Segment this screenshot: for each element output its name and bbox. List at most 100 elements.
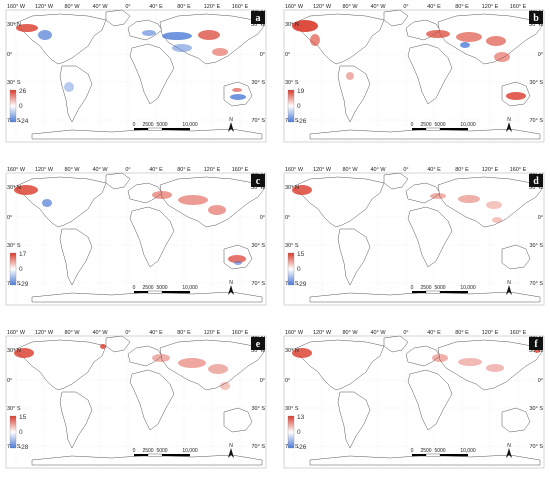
change-patch xyxy=(426,30,450,38)
lon-label: 80° W xyxy=(342,330,358,336)
scale-bar: 0 2500 5000 10,000 xyxy=(411,448,476,457)
lon-label: 160° W xyxy=(7,4,26,10)
scale-label: 10,000 xyxy=(460,285,476,291)
change-patch xyxy=(232,88,242,92)
change-patch xyxy=(198,30,220,40)
lon-label: 160° W xyxy=(285,167,304,173)
lon-label: 160° E xyxy=(510,4,527,10)
lat-label-right: 30° S xyxy=(251,80,265,86)
legend-min: -28 xyxy=(19,444,29,451)
scale-label: 5000 xyxy=(156,448,167,454)
continent-south-america xyxy=(337,228,371,286)
lon-label: 80° W xyxy=(64,4,80,10)
lat-label-left: 30° N xyxy=(7,22,21,28)
continents xyxy=(291,335,543,466)
continents xyxy=(291,172,543,303)
lon-label: 40° E xyxy=(149,167,163,173)
scale-bar: 0 2500 5000 10,000 xyxy=(411,285,476,294)
lon-label: 80° W xyxy=(64,330,80,336)
change-patch xyxy=(494,52,510,62)
north-arrow-icon xyxy=(506,448,512,458)
change-patch xyxy=(172,44,192,52)
continent-asia xyxy=(437,176,543,228)
legend-gradient xyxy=(287,415,295,449)
lon-label: 80° E xyxy=(177,167,191,173)
lon-label: 80° W xyxy=(64,167,80,173)
lat-label-left: 0° xyxy=(7,52,12,58)
scale-bar: 0 2500 5000 10,000 xyxy=(133,285,198,294)
north-arrow: N xyxy=(506,117,512,132)
lon-label: 80° E xyxy=(177,330,191,336)
legend-max: 17 xyxy=(19,251,27,258)
continent-asia xyxy=(159,176,265,228)
north-label: N xyxy=(507,117,511,123)
map-frame xyxy=(283,172,545,306)
map-panel-a: 160° W 120° W 80° W 40° W 0° 40° E 80° E 120° E… xyxy=(2,2,270,152)
lon-label: 40° E xyxy=(427,330,441,336)
legend-min: -26 xyxy=(297,118,307,125)
lon-label: 40° W xyxy=(92,167,108,173)
scale-label: 5000 xyxy=(156,285,167,291)
lat-label-right: 30° S xyxy=(251,406,265,412)
lon-label: 0° xyxy=(403,330,408,336)
continent-europe xyxy=(127,19,163,41)
legend-colorbar: 26 0 -24 xyxy=(9,88,29,125)
north-arrow: N xyxy=(228,443,234,458)
scale-label: 0 xyxy=(133,122,136,128)
lat-label-right: 30° S xyxy=(529,406,543,412)
scale-label: 10,000 xyxy=(182,448,198,454)
lat-label-left: 30° N xyxy=(285,22,299,28)
change-patch xyxy=(178,195,208,205)
map-frame xyxy=(283,9,545,143)
change-patch xyxy=(492,217,502,223)
lat-label-right: 30° N xyxy=(251,22,265,28)
continent-asia xyxy=(159,339,265,391)
continent-north-america xyxy=(291,339,385,391)
legend-min: -29 xyxy=(297,281,307,288)
north-label: N xyxy=(507,443,511,449)
continent-greenland xyxy=(383,172,409,190)
lon-label: 40° W xyxy=(370,167,386,173)
lat-label-right: 70° S xyxy=(529,281,543,287)
lon-label: 40° E xyxy=(149,330,163,336)
legend-zero: 0 xyxy=(297,103,301,110)
change-patch xyxy=(486,201,502,209)
scale-label: 0 xyxy=(411,448,414,454)
legend-max: 15 xyxy=(297,251,305,258)
continent-greenland xyxy=(105,9,131,27)
change-patch xyxy=(292,20,318,32)
legend-colorbar: 19 0 -26 xyxy=(287,88,307,125)
panel-letter-badge: f xyxy=(529,337,543,350)
north-label: N xyxy=(507,280,511,286)
continent-south-america xyxy=(337,65,371,123)
north-arrow: N xyxy=(228,280,234,295)
lat-label-left: 30° S xyxy=(285,80,299,86)
change-patch xyxy=(292,185,312,195)
lon-label: 160° E xyxy=(232,167,249,173)
change-patch xyxy=(458,195,480,203)
change-patch xyxy=(432,354,448,362)
map-frame xyxy=(5,172,267,306)
legend-colorbar: 13 0 -26 xyxy=(287,414,307,451)
scale-label: 2500 xyxy=(142,448,153,454)
scale-label: 5000 xyxy=(434,448,445,454)
lon-label: 160° W xyxy=(285,330,304,336)
lon-label: 0° xyxy=(125,330,130,336)
lon-label: 0° xyxy=(403,4,408,10)
legend-colorbar: 17 0 -29 xyxy=(9,251,29,288)
lat-label-right: 0° xyxy=(260,378,265,384)
lat-label-right: 70° S xyxy=(251,118,265,124)
lon-label: 40° E xyxy=(427,167,441,173)
change-patch xyxy=(152,191,172,199)
continent-north-america xyxy=(13,176,107,228)
continent-europe xyxy=(405,345,441,367)
map-panel-b: 160° W 120° W 80° W 40° W 0° 40° E 80° E 120° E… xyxy=(280,2,548,152)
change-patch xyxy=(142,30,156,36)
lat-label-right: 0° xyxy=(260,215,265,221)
lon-label: 0° xyxy=(125,167,130,173)
legend-gradient xyxy=(9,252,17,286)
lon-label: 120° E xyxy=(204,4,221,10)
scale-label: 2500 xyxy=(142,122,153,128)
lon-label: 120° E xyxy=(482,167,499,173)
scale-label: 0 xyxy=(133,285,136,291)
